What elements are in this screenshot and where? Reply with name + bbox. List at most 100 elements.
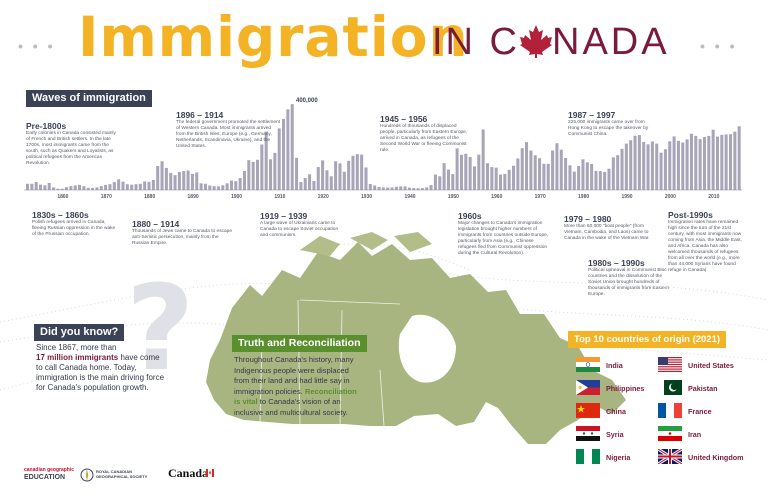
- chart-bar: [494, 167, 498, 190]
- chart-bar: [668, 141, 672, 190]
- country-label: Nigeria: [606, 453, 631, 462]
- chart-bar: [498, 174, 503, 190]
- chart-bar: [65, 187, 69, 190]
- axis-tick-label: 1940: [404, 194, 415, 200]
- logo1-top: canadian geographic: [24, 467, 75, 473]
- chart-bar: [321, 160, 325, 190]
- chart-bar: [520, 148, 524, 190]
- axis-tick-label: 1980: [578, 194, 589, 200]
- chart-bar: [685, 139, 689, 190]
- axis-tick-label: 1880: [144, 194, 155, 200]
- chart-bar: [56, 188, 60, 190]
- chart-bar: [472, 166, 476, 190]
- logo2-line1: ROYAL CANADIAN: [96, 469, 133, 474]
- chart-bar: [47, 182, 51, 190]
- period-pre-1800s: Pre-1800s Early colonies in Canada consi…: [26, 121, 118, 167]
- chart-bar: [598, 171, 602, 190]
- logo1-bottom: EDUCATION: [24, 474, 66, 481]
- chart-bar: [351, 155, 355, 190]
- top10-left-list: India Philippines China Syria Nigeria: [576, 357, 672, 477]
- chart-bar: [386, 187, 390, 190]
- chart-bar: [147, 181, 151, 190]
- period-title: 1979 – 1980: [564, 214, 612, 224]
- syria-flag-icon: [576, 426, 600, 441]
- chart-bar: [91, 187, 95, 190]
- chart-bar: [542, 163, 546, 190]
- period-post-1990s: Post-1990s Immigration rates have remain…: [668, 210, 748, 274]
- chart-bar: [607, 168, 611, 190]
- chart-bar: [620, 148, 624, 190]
- chart-bar: [672, 136, 676, 190]
- axis-tick-label: 1870: [101, 194, 112, 200]
- chart-bar: [286, 109, 290, 190]
- chart-bar: [360, 154, 364, 190]
- period-title: Pre-1800s: [26, 121, 67, 131]
- nigeria-flag-icon: [576, 449, 600, 464]
- dotted-route-lines: [0, 243, 768, 391]
- country-label: Philippines: [606, 384, 645, 393]
- period-text: The federal government promoted the sett…: [176, 120, 280, 149]
- top10-heading: Top 10 countries of origin (2021): [568, 331, 727, 348]
- chart-bar: [86, 187, 90, 190]
- chart-bar: [724, 134, 728, 190]
- period-text: Political upheaval in Communist Bloc cou…: [588, 268, 670, 297]
- chart-bar: [247, 160, 251, 190]
- chart-bar: [164, 167, 168, 190]
- united-states-flag-icon: [658, 357, 682, 372]
- right-dots-decoration: • • •: [700, 38, 738, 54]
- country-label: India: [606, 361, 623, 370]
- chart-bar: [303, 177, 307, 190]
- left-dots-decoration: • • •: [18, 38, 56, 54]
- chart-bar: [485, 163, 490, 190]
- chart-bar: [199, 183, 203, 190]
- rcgs-compass-icon: [80, 468, 94, 482]
- dyk-highlight: 17 million immigrants: [36, 353, 119, 362]
- chart-bar: [477, 154, 481, 190]
- chart-bar: [568, 165, 572, 190]
- chart-bar: [564, 158, 568, 190]
- hudson-bay: [398, 314, 456, 383]
- period-text: More than 60,000 "boat people" (from Vie…: [564, 224, 650, 241]
- period-title: 1945 – 1956: [380, 114, 428, 124]
- period-title: 1960s: [458, 211, 482, 221]
- period-title: 1880 – 1914: [132, 219, 180, 229]
- truth-text-1: Throughout Canada's history, many Indige…: [234, 355, 354, 396]
- axis-tick-label: 1990: [621, 194, 632, 200]
- truth-text-2: to Canada's vision of an inclusive and m…: [234, 397, 348, 417]
- truth-text: Throughout Canada's history, many Indige…: [234, 355, 358, 418]
- axis-tick-label: 1860: [57, 194, 68, 200]
- chart-bar: [104, 184, 108, 190]
- chart-bar: [373, 185, 377, 190]
- chart-bar: [590, 164, 594, 190]
- chart-bar: [512, 165, 516, 190]
- chart-bar: [78, 184, 82, 190]
- philippines-flag-icon: [576, 380, 600, 395]
- chart-bar: [546, 163, 550, 190]
- did-you-know-heading: Did you know?: [34, 324, 125, 341]
- chart-bar: [108, 184, 112, 190]
- chart-bar: [551, 150, 555, 190]
- chart-bar: [377, 187, 381, 190]
- period-1987-1997: 1987 – 1997 225,000 immigrants came over…: [568, 110, 652, 138]
- country-label: United States: [688, 361, 734, 370]
- chart-bar: [711, 129, 715, 190]
- chart-bar: [173, 175, 177, 190]
- chart-bar: [503, 173, 507, 190]
- waves-heading: Waves of immigration: [26, 90, 152, 107]
- period-1960s: 1960s Major changes to Canada's immigrat…: [458, 211, 550, 257]
- chart-bar: [525, 142, 529, 190]
- chart-bar: [555, 143, 559, 190]
- page-subtitle: IN C NADA: [432, 18, 670, 66]
- chart-bar: [212, 186, 216, 190]
- canadian-geographic-education-logo: canadian geographic EDUCATION: [24, 467, 76, 482]
- canada-wordmark-flag-icon: [206, 464, 214, 477]
- chart-bar: [60, 188, 64, 190]
- chart-bar: [143, 181, 147, 190]
- chart-bar: [203, 183, 207, 190]
- period-title: 1896 – 1914: [176, 110, 224, 120]
- chart-bar: [95, 187, 99, 190]
- chart-bar: [273, 152, 277, 190]
- period-text: Early colonies in Canada consisted mainl…: [26, 131, 116, 166]
- chart-bar: [464, 153, 468, 190]
- chart-bar: [347, 160, 351, 190]
